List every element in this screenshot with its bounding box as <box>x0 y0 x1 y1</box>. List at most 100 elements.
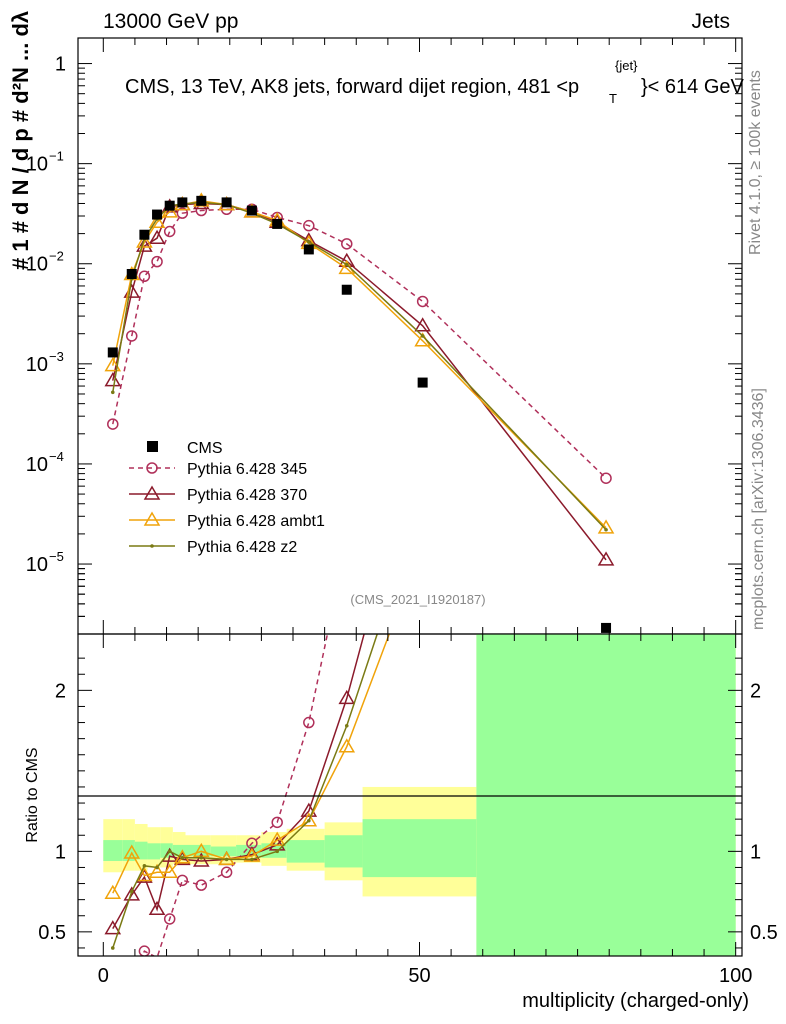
series-line-1 <box>112 202 607 561</box>
ratio-point-2 <box>268 831 286 846</box>
legend-label-2: Pythia 6.428 ambt1 <box>187 513 325 530</box>
legend-marker-2 <box>143 511 161 526</box>
y-tick-exponent: −3 <box>49 349 64 364</box>
ratio-tick-label: 0.5 <box>38 922 66 944</box>
data-point <box>152 209 163 220</box>
series-point-1 <box>148 229 166 244</box>
ratio-band-stat <box>324 835 363 868</box>
series-point-3 <box>307 240 311 244</box>
analysis-tag: (CMS_2021_I1920187) <box>350 592 485 607</box>
legend-marker-0 <box>146 462 158 474</box>
data-point <box>303 244 314 255</box>
series-point-3 <box>110 390 115 395</box>
series-point-0 <box>303 219 315 232</box>
header-category: Jets <box>691 10 730 33</box>
series-line-0 <box>112 208 607 479</box>
series-point-1 <box>136 237 153 252</box>
ratio-tick-label: 1 <box>55 841 66 863</box>
series-point-0 <box>138 270 151 283</box>
y-tick-label: 10 <box>26 254 48 276</box>
y-axis-label-main: # 1 # d N / d p # d²N ... dλ <box>8 11 33 270</box>
ratio-point-3 <box>167 849 172 854</box>
ratio-point-3 <box>180 855 185 860</box>
ratio-point-2 <box>218 850 235 866</box>
series-point-2 <box>161 203 179 218</box>
ratio-band-stat <box>134 841 148 860</box>
data-point <box>196 195 207 206</box>
ratio-band-stat <box>147 843 161 860</box>
ratio-point-1 <box>104 920 122 935</box>
data-point <box>139 229 150 240</box>
legend-marker-1 <box>143 485 161 500</box>
ratio-point-2 <box>148 863 166 879</box>
series-point-2 <box>136 233 153 248</box>
ratio-point-3 <box>275 849 280 854</box>
data-point <box>107 347 118 358</box>
series-point-3 <box>344 262 349 267</box>
series-point-0 <box>176 207 189 219</box>
ratio-band-stat <box>160 843 173 858</box>
main-plot-frame <box>77 37 743 635</box>
svg-text:# 1 # d N / d p # d²N: # 1 # d N / d p # d²N ... dλ <box>8 11 33 270</box>
series-point-3 <box>604 527 608 532</box>
data-point <box>601 622 612 633</box>
ratio-point-3 <box>250 857 254 862</box>
ratio-point-0 <box>303 716 315 729</box>
ratio-point-0 <box>176 874 189 887</box>
series-point-1 <box>597 551 615 566</box>
ratio-point-0 <box>138 945 151 956</box>
y-tick-label: 10 <box>26 454 48 476</box>
ratio-line-0 <box>140 634 329 956</box>
chart-title: CMS, 13 TeV, AK8 jets, forward dijet reg… <box>125 58 745 106</box>
y-tick-label: 10 <box>26 354 48 376</box>
ratio-point-1 <box>123 886 141 901</box>
series-point-2 <box>104 357 122 372</box>
y-tick-exponent: −1 <box>49 149 64 164</box>
ratio-point-2 <box>161 863 179 879</box>
legend-label-0: Pythia 6.428 345 <box>187 461 307 478</box>
x-tick-label: 100 <box>719 965 752 987</box>
legend-marker-cms <box>147 441 158 452</box>
ratio-band-stat <box>172 844 186 857</box>
legend-marker-3 <box>150 544 154 548</box>
series-line-3 <box>112 201 607 531</box>
ratio-point-1 <box>136 868 153 883</box>
ratio-plot-frame <box>77 633 743 957</box>
series-point-0 <box>341 238 353 250</box>
series-point-0 <box>416 295 429 308</box>
ratio-point-3 <box>142 864 147 868</box>
ratio-point-3 <box>224 857 229 862</box>
ratio-band-stat <box>476 634 736 956</box>
ratio-tick-label-right: 1 <box>750 841 761 863</box>
ratio-line-2 <box>112 634 391 894</box>
y-tick-label: 10 <box>26 554 48 576</box>
ratio-point-0 <box>195 879 208 891</box>
ratio-point-1 <box>148 900 166 916</box>
series-point-3 <box>420 334 425 338</box>
data-point <box>417 377 428 388</box>
series-point-1 <box>104 372 122 387</box>
chart-title-sup: {jet} <box>615 58 638 73</box>
series-point-2 <box>148 213 166 228</box>
data-point <box>164 200 175 211</box>
ratio-point-3 <box>344 723 349 728</box>
chart-title-main: CMS, 13 TeV, AK8 jets, forward dijet reg… <box>125 76 579 98</box>
ratio-line-3 <box>112 634 379 949</box>
series-point-0 <box>126 330 138 342</box>
header-collision: 13000 GeV pp <box>103 10 238 33</box>
ratio-tick-label: 2 <box>55 680 66 702</box>
series-point-0 <box>151 255 163 268</box>
data-point <box>246 205 257 216</box>
legend-label-cms: CMS <box>187 440 223 457</box>
ratio-band-stat <box>210 846 237 857</box>
ratio-point-2 <box>338 738 356 753</box>
y-tick-label: 1 <box>55 54 66 76</box>
chart-title-tail: }< 614 GeV <box>641 76 745 98</box>
ratio-point-3 <box>307 818 311 823</box>
y-tick-label: 10 <box>26 154 48 176</box>
data-point <box>272 218 283 229</box>
x-axis-label: multiplicity (charged-only) <box>522 990 749 1012</box>
legend-label-3: Pythia 6.428 z2 <box>187 539 297 556</box>
ratio-point-0 <box>163 913 176 925</box>
